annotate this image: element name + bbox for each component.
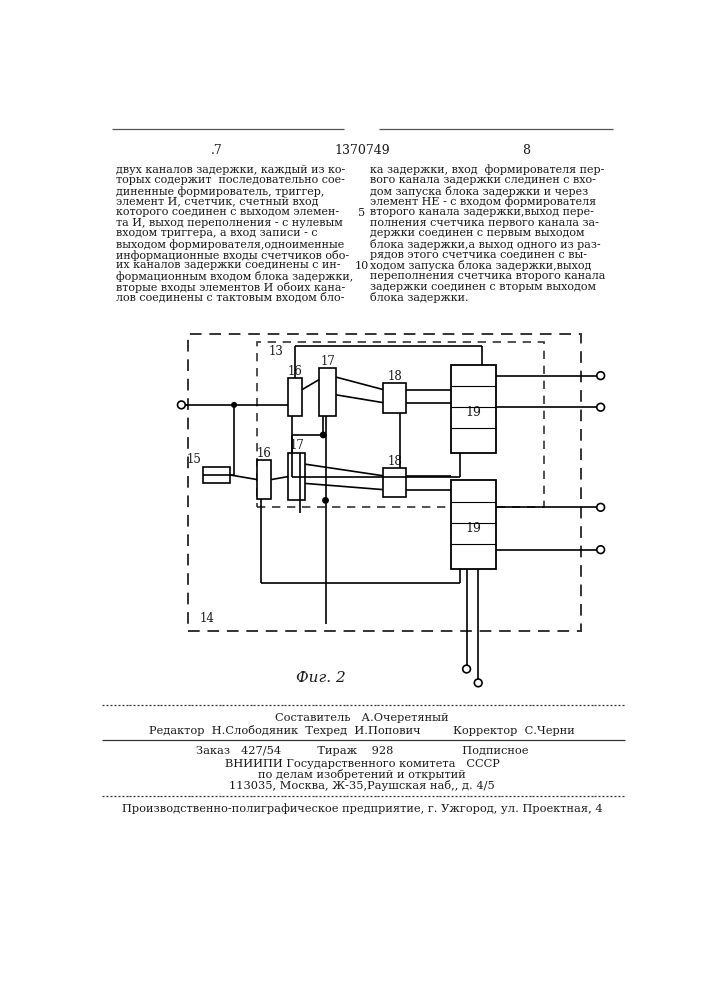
Text: ходом запуска блока задержки,выход: ходом запуска блока задержки,выход bbox=[370, 260, 591, 271]
Text: элемент НЕ - с входом формирователя: элемент НЕ - с входом формирователя bbox=[370, 197, 596, 207]
Bar bbox=[383, 383, 406, 413]
Circle shape bbox=[597, 403, 604, 411]
Text: блока задержки,а выход одного из раз-: блока задержки,а выход одного из раз- bbox=[370, 239, 600, 250]
Text: 13: 13 bbox=[268, 345, 283, 358]
Text: вого канала задержки слединен с вхо-: вого канала задержки слединен с вхо- bbox=[370, 175, 595, 185]
Text: элемент И, счетчик, счетный вход: элемент И, счетчик, счетный вход bbox=[115, 197, 318, 207]
Text: Редактор  Н.Слободяник  Техред  И.Попович         Корректор  С.Черни: Редактор Н.Слободяник Техред И.Попович К… bbox=[149, 725, 575, 736]
Text: Заказ   427/54          Тираж    928                   Подписное: Заказ 427/54 Тираж 928 Подписное bbox=[196, 746, 528, 756]
Text: 18: 18 bbox=[387, 455, 402, 468]
Text: ВНИИПИ Государственного комитета   СССР: ВНИИПИ Государственного комитета СССР bbox=[225, 759, 499, 769]
Text: 113035, Москва, Ж-35,Раушская наб,, д. 4/5: 113035, Москва, Ж-35,Раушская наб,, д. 4… bbox=[229, 780, 495, 791]
Bar bbox=[203, 466, 230, 483]
Text: 17: 17 bbox=[289, 439, 304, 452]
Text: 16: 16 bbox=[288, 365, 303, 378]
Text: 10: 10 bbox=[355, 261, 369, 271]
Text: та И, выход переполнения - с нулевым: та И, выход переполнения - с нулевым bbox=[115, 218, 342, 228]
Text: Производственно-полиграфическое предприятие, г. Ужгород, ул. Проектная, 4: Производственно-полиграфическое предприя… bbox=[122, 803, 602, 814]
Text: лов соединены с тактовым входом бло-: лов соединены с тактовым входом бло- bbox=[115, 292, 344, 303]
Text: ка задержки, вход  формирователя пер-: ка задержки, вход формирователя пер- bbox=[370, 165, 604, 175]
Bar bbox=[451, 365, 496, 453]
Circle shape bbox=[597, 503, 604, 511]
Text: второго канала задержки,выход пере-: второго канала задержки,выход пере- bbox=[370, 207, 594, 217]
Text: выходом формирователя,одноименные: выходом формирователя,одноименные bbox=[115, 239, 344, 250]
Text: 18: 18 bbox=[387, 370, 402, 383]
Text: двух каналов задержки, каждый из ко-: двух каналов задержки, каждый из ко- bbox=[115, 165, 345, 175]
Circle shape bbox=[597, 372, 604, 379]
Text: 19: 19 bbox=[466, 522, 481, 535]
Text: диненные формирователь, триггер,: диненные формирователь, триггер, bbox=[115, 186, 324, 197]
Bar bbox=[257, 460, 271, 499]
Text: Фиг. 2: Фиг. 2 bbox=[296, 671, 346, 685]
Text: 1370749: 1370749 bbox=[334, 144, 390, 157]
Text: их каналов задержки соединены с ин-: их каналов задержки соединены с ин- bbox=[115, 260, 340, 270]
Circle shape bbox=[323, 498, 328, 503]
Text: дом запуска блока задержки и через: дом запуска блока задержки и через bbox=[370, 186, 588, 197]
Bar bbox=[257, 342, 544, 507]
Text: полнения счетчика первого канала за-: полнения счетчика первого канала за- bbox=[370, 218, 599, 228]
Circle shape bbox=[597, 546, 604, 554]
Circle shape bbox=[232, 403, 236, 407]
Circle shape bbox=[474, 679, 482, 687]
Bar bbox=[187, 334, 581, 631]
Text: 8: 8 bbox=[522, 144, 530, 157]
Text: переполнения счетчика второго канала: переполнения счетчика второго канала bbox=[370, 271, 605, 281]
Text: 5: 5 bbox=[358, 208, 366, 218]
Text: .7: .7 bbox=[211, 144, 222, 157]
Circle shape bbox=[462, 665, 470, 673]
Bar bbox=[288, 453, 305, 500]
Text: формационным входом блока задержки,: формационным входом блока задержки, bbox=[115, 271, 353, 282]
Bar bbox=[288, 378, 303, 416]
Text: торых содержит  последовательно сое-: торых содержит последовательно сое- bbox=[115, 175, 344, 185]
Text: которого соединен с выходом элемен-: которого соединен с выходом элемен- bbox=[115, 207, 339, 217]
Bar bbox=[320, 368, 337, 416]
Text: по делам изобретений и открытий: по делам изобретений и открытий bbox=[258, 769, 466, 780]
Text: вторые входы элементов И обоих кана-: вторые входы элементов И обоих кана- bbox=[115, 282, 345, 293]
Text: информационные входы счетчиков обо-: информационные входы счетчиков обо- bbox=[115, 250, 349, 261]
Text: 16: 16 bbox=[257, 447, 271, 460]
Bar bbox=[383, 468, 406, 497]
Text: 14: 14 bbox=[200, 612, 215, 625]
Text: блока задержки.: блока задержки. bbox=[370, 292, 468, 303]
Text: задержки соединен с вторым выходом: задержки соединен с вторым выходом bbox=[370, 282, 596, 292]
Text: 17: 17 bbox=[320, 355, 335, 368]
Circle shape bbox=[177, 401, 185, 409]
Bar bbox=[451, 480, 496, 569]
Text: 19: 19 bbox=[466, 406, 481, 419]
Text: держки соединен с первым выходом: держки соединен с первым выходом bbox=[370, 228, 584, 238]
Text: Составитель   А.Очеретяный: Составитель А.Очеретяный bbox=[275, 713, 449, 723]
Text: 15: 15 bbox=[187, 453, 202, 466]
Text: входом триггера, а вход записи - с: входом триггера, а вход записи - с bbox=[115, 228, 317, 238]
Circle shape bbox=[320, 432, 326, 438]
Text: рядов этого счетчика соединен с вы-: рядов этого счетчика соединен с вы- bbox=[370, 250, 587, 260]
